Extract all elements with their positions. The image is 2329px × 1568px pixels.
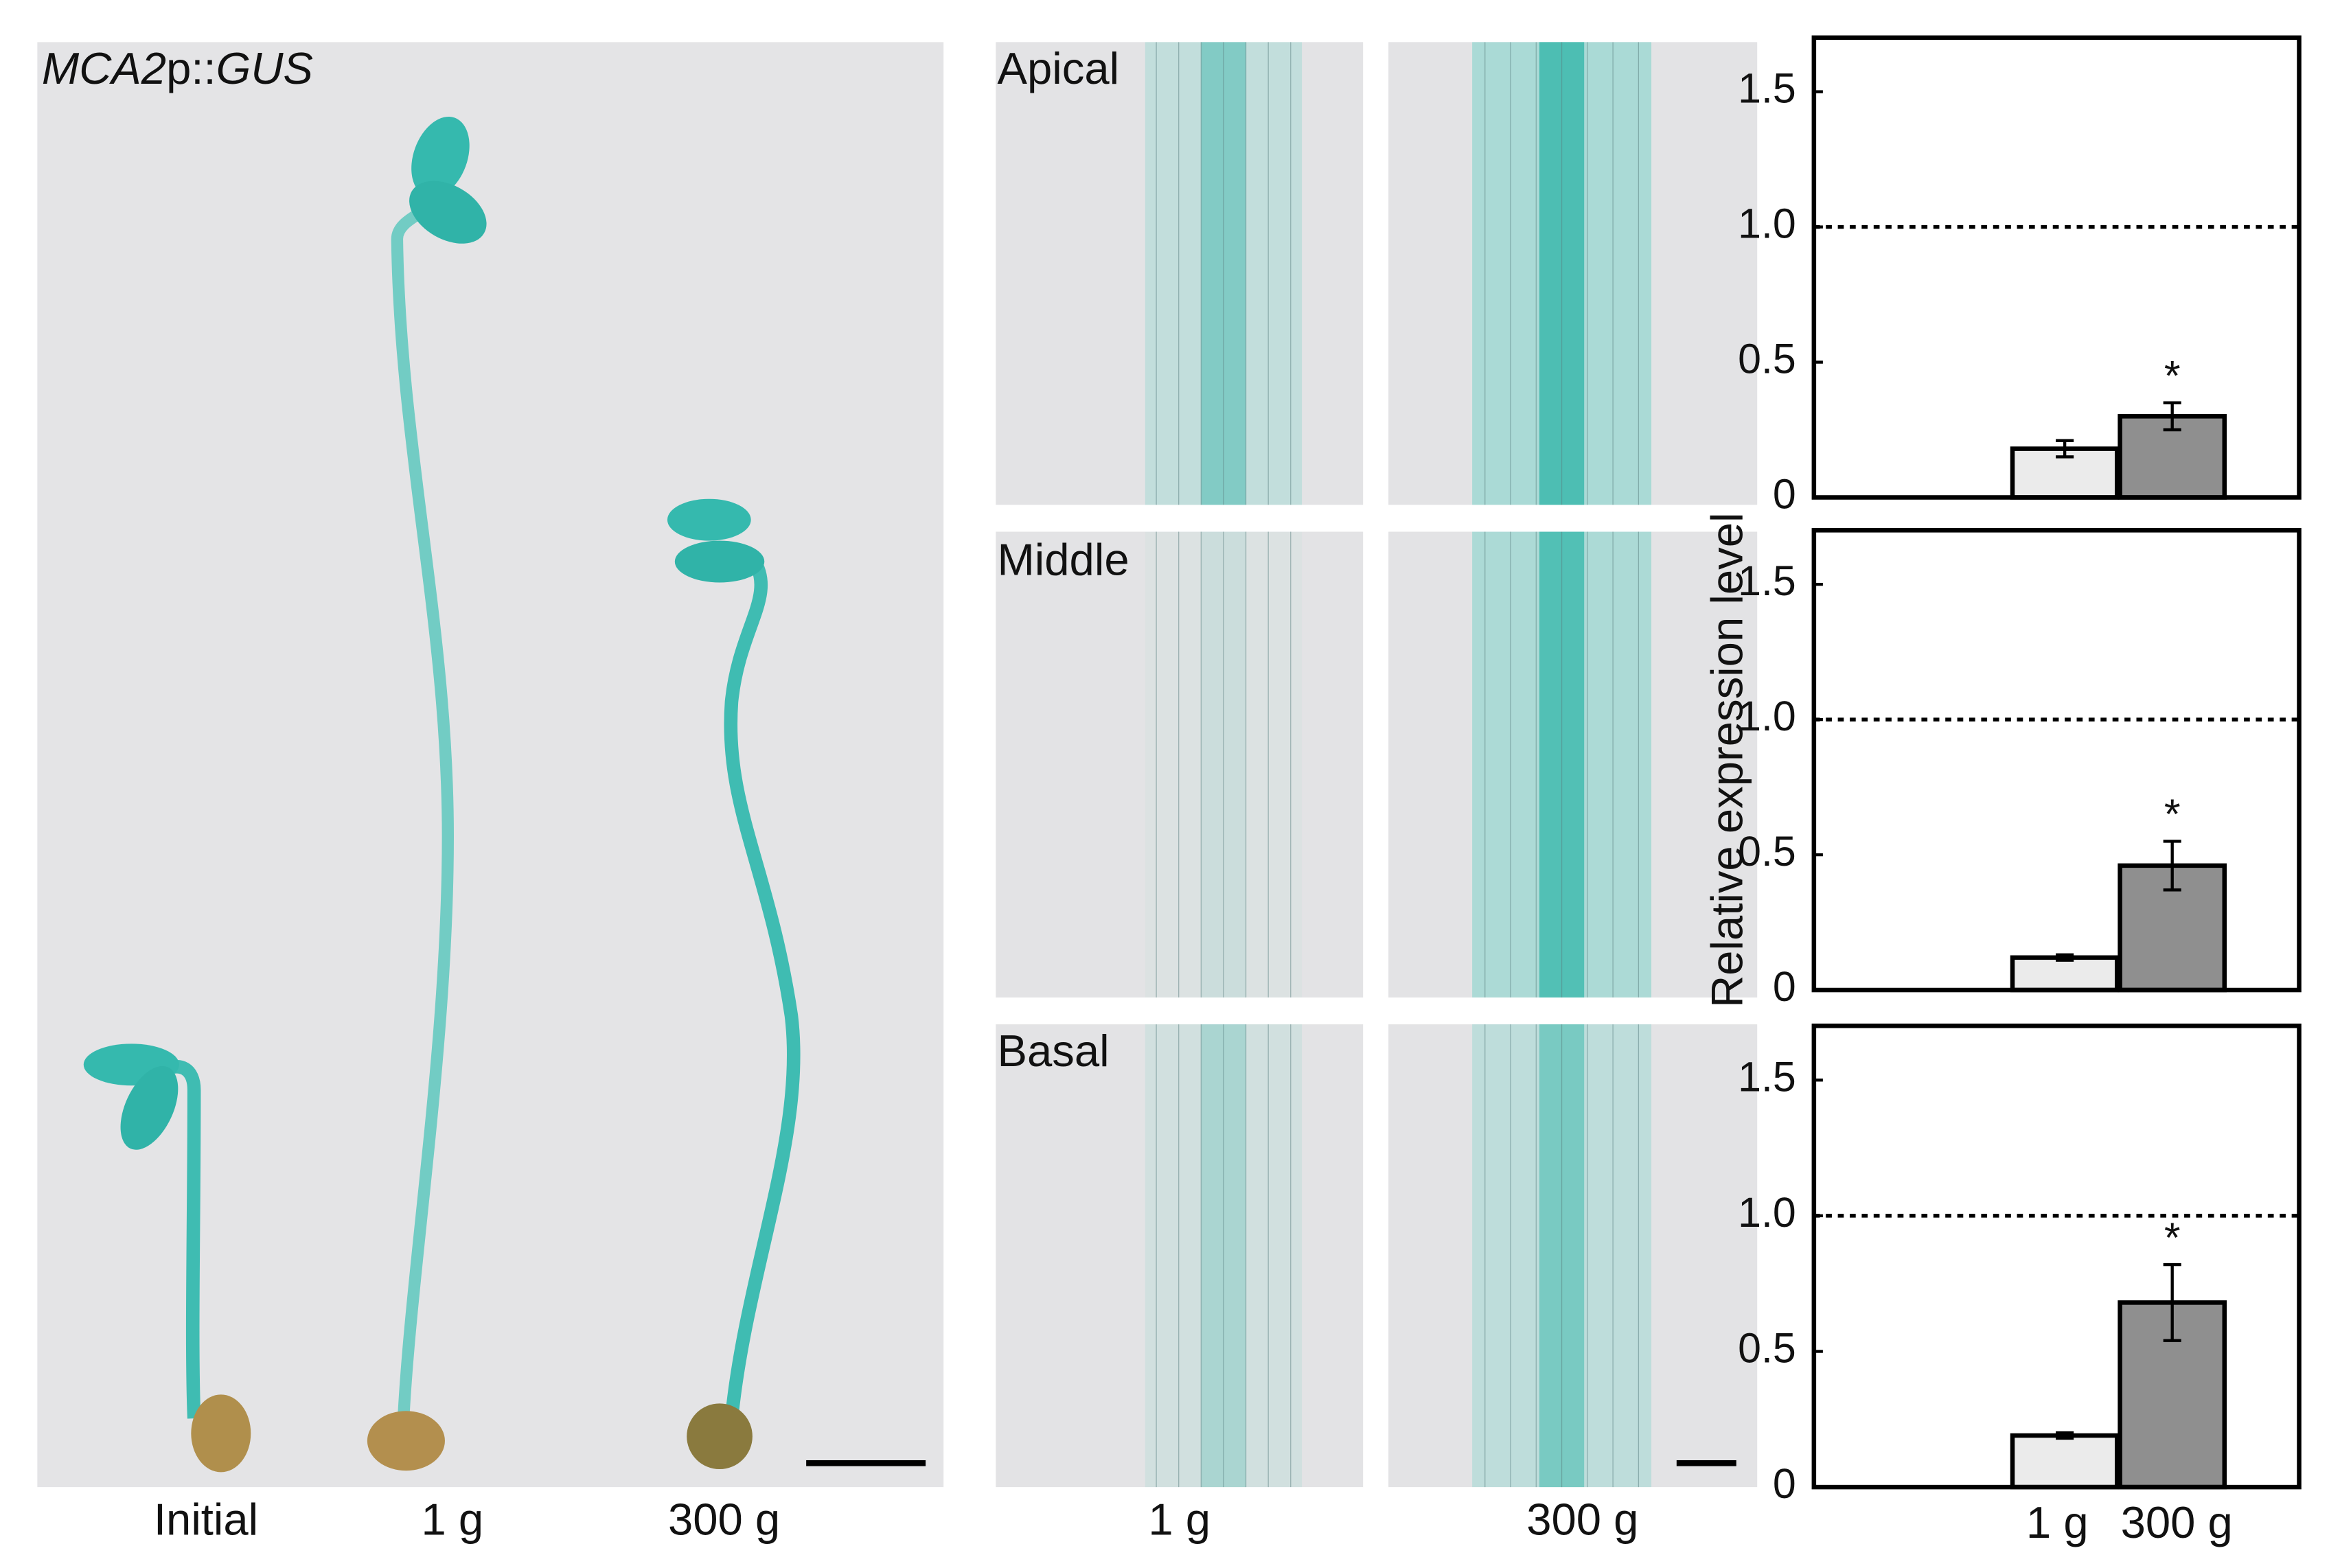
seedling-300g bbox=[667, 498, 801, 1470]
y-tick-label: 0.5 bbox=[1738, 336, 1796, 382]
bar bbox=[2010, 955, 2120, 993]
x-tick-label: 300 g bbox=[2121, 1497, 2233, 1547]
micrograph-grid bbox=[996, 42, 1758, 1488]
error-bar bbox=[2056, 953, 2074, 962]
error-bar bbox=[2056, 439, 2074, 459]
error-bar bbox=[2056, 1431, 2074, 1440]
micrograph bbox=[1388, 1024, 1758, 1488]
stain-gene: MCA2 bbox=[42, 43, 166, 93]
column-label: 300 g bbox=[1526, 1495, 1638, 1545]
plot-frame bbox=[1811, 1023, 2302, 1490]
y-tick-label: 0 bbox=[1773, 471, 1796, 518]
error-bar bbox=[2163, 1263, 2181, 1342]
micrograph bbox=[996, 42, 1364, 505]
x-tick-label: 1 g bbox=[2026, 1497, 2089, 1547]
seedling-label: 300 g bbox=[668, 1495, 780, 1545]
seedling-initial bbox=[83, 1044, 251, 1473]
region-label: Middle bbox=[997, 534, 1129, 584]
column-label: 1 g bbox=[1148, 1495, 1211, 1545]
y-tick-label: 1.5 bbox=[1738, 65, 1796, 112]
micrograph bbox=[996, 1024, 1364, 1488]
y-tick-label: 0 bbox=[1773, 963, 1796, 1010]
y-axis-label: Relative expression level bbox=[1701, 513, 1752, 1008]
significance-marker: * bbox=[2164, 791, 2181, 838]
plot-frame bbox=[1811, 35, 2302, 500]
micrograph bbox=[996, 531, 1364, 998]
error-bar bbox=[2163, 840, 2181, 892]
seedling-label: 1 g bbox=[421, 1495, 483, 1545]
y-tick-label: 1.5 bbox=[1738, 557, 1796, 604]
stain-label: MCA2p::GUS bbox=[42, 43, 313, 93]
region-label: Apical bbox=[997, 43, 1119, 93]
region-label: Basal bbox=[997, 1026, 1109, 1076]
y-tick-label: 0 bbox=[1773, 1460, 1796, 1507]
y-tick-label: 1.0 bbox=[1738, 1189, 1796, 1236]
y-tick-label: 0.5 bbox=[1738, 828, 1796, 875]
y-tick-label: 0.5 bbox=[1738, 1325, 1796, 1372]
photo-panel bbox=[37, 42, 944, 1488]
seedling-1g bbox=[367, 117, 487, 1471]
stain-reporter: GUS bbox=[216, 43, 313, 93]
seedling-label: Initial bbox=[154, 1495, 258, 1545]
y-tick-label: 1.0 bbox=[1738, 200, 1796, 247]
y-tick-label: 1.0 bbox=[1738, 693, 1796, 739]
y-tick-label: 1.5 bbox=[1738, 1053, 1796, 1100]
error-bar bbox=[2163, 401, 2181, 432]
significance-marker: * bbox=[2164, 352, 2181, 399]
significance-marker: * bbox=[2164, 1214, 2181, 1260]
stain-promoter: p:: bbox=[166, 43, 216, 93]
bar bbox=[2010, 1433, 2120, 1490]
plot-frame bbox=[1811, 528, 2302, 993]
